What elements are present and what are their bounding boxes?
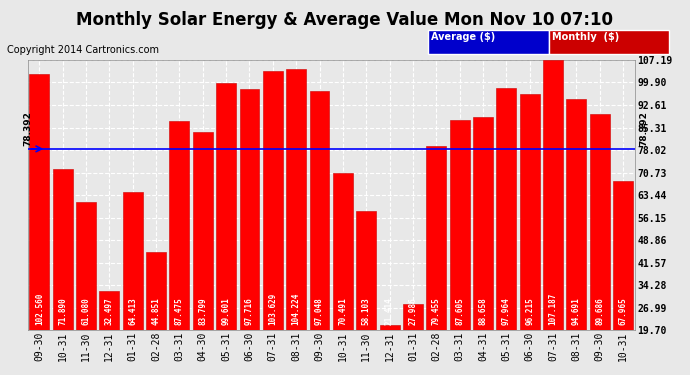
- Bar: [286, 69, 306, 375]
- Text: 32.497: 32.497: [105, 298, 114, 326]
- Bar: [52, 169, 72, 375]
- Text: 97.716: 97.716: [245, 298, 254, 326]
- Text: 104.224: 104.224: [292, 293, 301, 326]
- Text: 78.392: 78.392: [23, 111, 32, 146]
- Text: 67.965: 67.965: [619, 298, 628, 326]
- Text: Average ($): Average ($): [431, 32, 495, 42]
- Bar: [450, 120, 470, 375]
- Text: 94.691: 94.691: [572, 298, 581, 326]
- Text: 107.187: 107.187: [549, 293, 558, 326]
- Bar: [30, 74, 49, 375]
- Text: 71.890: 71.890: [58, 298, 67, 326]
- Text: 78.392: 78.392: [640, 111, 649, 146]
- Bar: [496, 88, 516, 375]
- Text: 103.629: 103.629: [268, 293, 277, 326]
- Bar: [543, 60, 563, 375]
- Text: 97.048: 97.048: [315, 298, 324, 326]
- Bar: [566, 99, 586, 375]
- Text: 87.475: 87.475: [175, 298, 184, 326]
- Text: 61.080: 61.080: [81, 298, 90, 326]
- Bar: [216, 83, 236, 375]
- Text: Monthly Solar Energy & Average Value Mon Nov 10 07:10: Monthly Solar Energy & Average Value Mon…: [77, 11, 613, 29]
- Text: 21.414: 21.414: [385, 298, 394, 326]
- Text: 88.658: 88.658: [478, 298, 488, 326]
- Text: 96.215: 96.215: [525, 298, 534, 326]
- Text: 64.413: 64.413: [128, 298, 137, 326]
- Bar: [99, 291, 119, 375]
- Bar: [520, 94, 540, 375]
- Text: 79.455: 79.455: [432, 298, 441, 326]
- Bar: [590, 114, 610, 375]
- Bar: [380, 325, 400, 375]
- Bar: [193, 132, 213, 375]
- Bar: [403, 304, 423, 375]
- Text: Copyright 2014 Cartronics.com: Copyright 2014 Cartronics.com: [7, 45, 159, 55]
- Bar: [239, 89, 259, 375]
- Bar: [356, 211, 376, 375]
- Text: 27.986: 27.986: [408, 298, 417, 326]
- Text: 58.103: 58.103: [362, 298, 371, 326]
- Bar: [170, 121, 189, 375]
- Text: 70.491: 70.491: [338, 298, 347, 326]
- Text: 99.601: 99.601: [221, 298, 230, 326]
- Bar: [263, 71, 283, 375]
- Text: 87.605: 87.605: [455, 298, 464, 326]
- Text: 44.851: 44.851: [152, 298, 161, 326]
- Text: 97.964: 97.964: [502, 298, 511, 326]
- Text: Monthly  ($): Monthly ($): [552, 32, 619, 42]
- Text: 83.799: 83.799: [198, 298, 207, 326]
- Bar: [76, 202, 96, 375]
- Bar: [310, 91, 329, 375]
- Bar: [473, 117, 493, 375]
- Bar: [426, 146, 446, 375]
- Text: 102.560: 102.560: [34, 293, 43, 326]
- Bar: [146, 252, 166, 375]
- Bar: [123, 192, 143, 375]
- Bar: [333, 173, 353, 375]
- Bar: [613, 181, 633, 375]
- Text: 89.686: 89.686: [595, 298, 604, 326]
